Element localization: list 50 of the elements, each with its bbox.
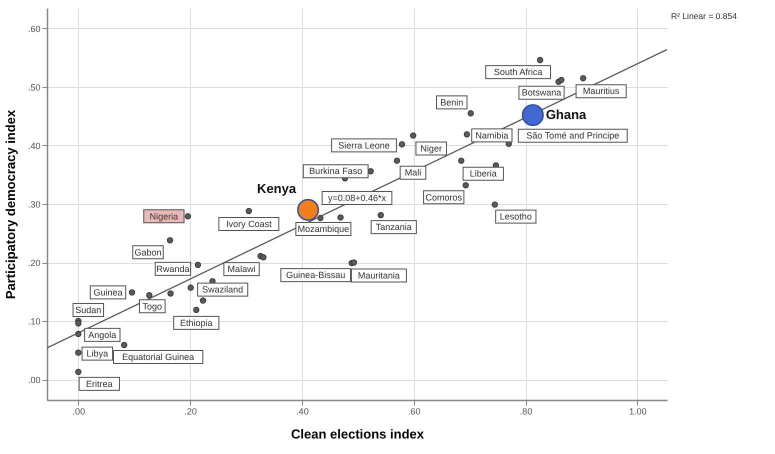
annotation: Togo [142,301,162,312]
y-tick-label: .50 [28,82,40,92]
series-label: Kenya [257,180,297,196]
y-tick-label: .60 [28,24,40,34]
x-tick-label: 1.00 [629,406,647,416]
annotation: Mozambique [298,224,350,234]
x-tick-label: .00 [72,406,86,416]
annotation: Lesotho [500,212,532,222]
annotation: Guinea-Bissau [286,270,346,280]
x-tick-label: .80 [520,406,532,416]
annotation: Nigeria [150,211,178,222]
y-tick-label: .10 [28,316,40,327]
annotation: Equatorial Guinea [122,352,194,362]
y-tick-label: .30 [28,200,40,210]
annotation: Malawi [228,264,256,274]
annotation: Rwanda [156,264,190,274]
annotation: São Tomé and Principe [526,130,620,141]
annotation: Benin [440,97,464,108]
x-tick-label: .60 [408,406,421,416]
x-axis-title: Clean elections index [291,426,425,442]
annotation: y=0.08+0.46*x [328,193,387,203]
annotation: Namibia [475,130,508,140]
y-tick-label: .40 [28,140,40,151]
annotation: Gabon [134,247,162,258]
text: R² Linear = 0.854 [671,11,738,21]
x-tick-label: .20 [184,406,197,416]
y-tick-label: .00 [28,375,40,386]
annotation: Liberia [470,168,497,179]
annotation: Ethiopia [180,318,213,328]
annotation: Burkina Faso [309,166,362,176]
annotation: Angola [88,330,116,340]
annotation: Eritrea [86,378,113,389]
series-label: Ghana [546,107,588,122]
annotation: Sudan [75,305,102,316]
x-tick-label: .40 [296,406,309,416]
annotation: Mauritania [358,270,400,281]
annotation: Sierra Leone [338,140,390,150]
annotation: South Africa [494,67,542,78]
annotation: Mauritius [582,86,620,96]
annotation: Comoros [425,192,462,202]
annotation: Libya [86,348,108,359]
annotation: Mali [404,168,422,178]
annotation: Guinea [93,287,122,298]
y-tick-label: .20 [28,258,40,268]
annotation: Niger [420,144,442,154]
annotation: Botswana [522,88,562,98]
annotation: Swaziland [202,284,244,295]
annotation: Ivory Coast [226,219,272,230]
y-axis-title: Participatory democracy index [2,109,18,300]
annotation: Tanzania [376,222,412,232]
